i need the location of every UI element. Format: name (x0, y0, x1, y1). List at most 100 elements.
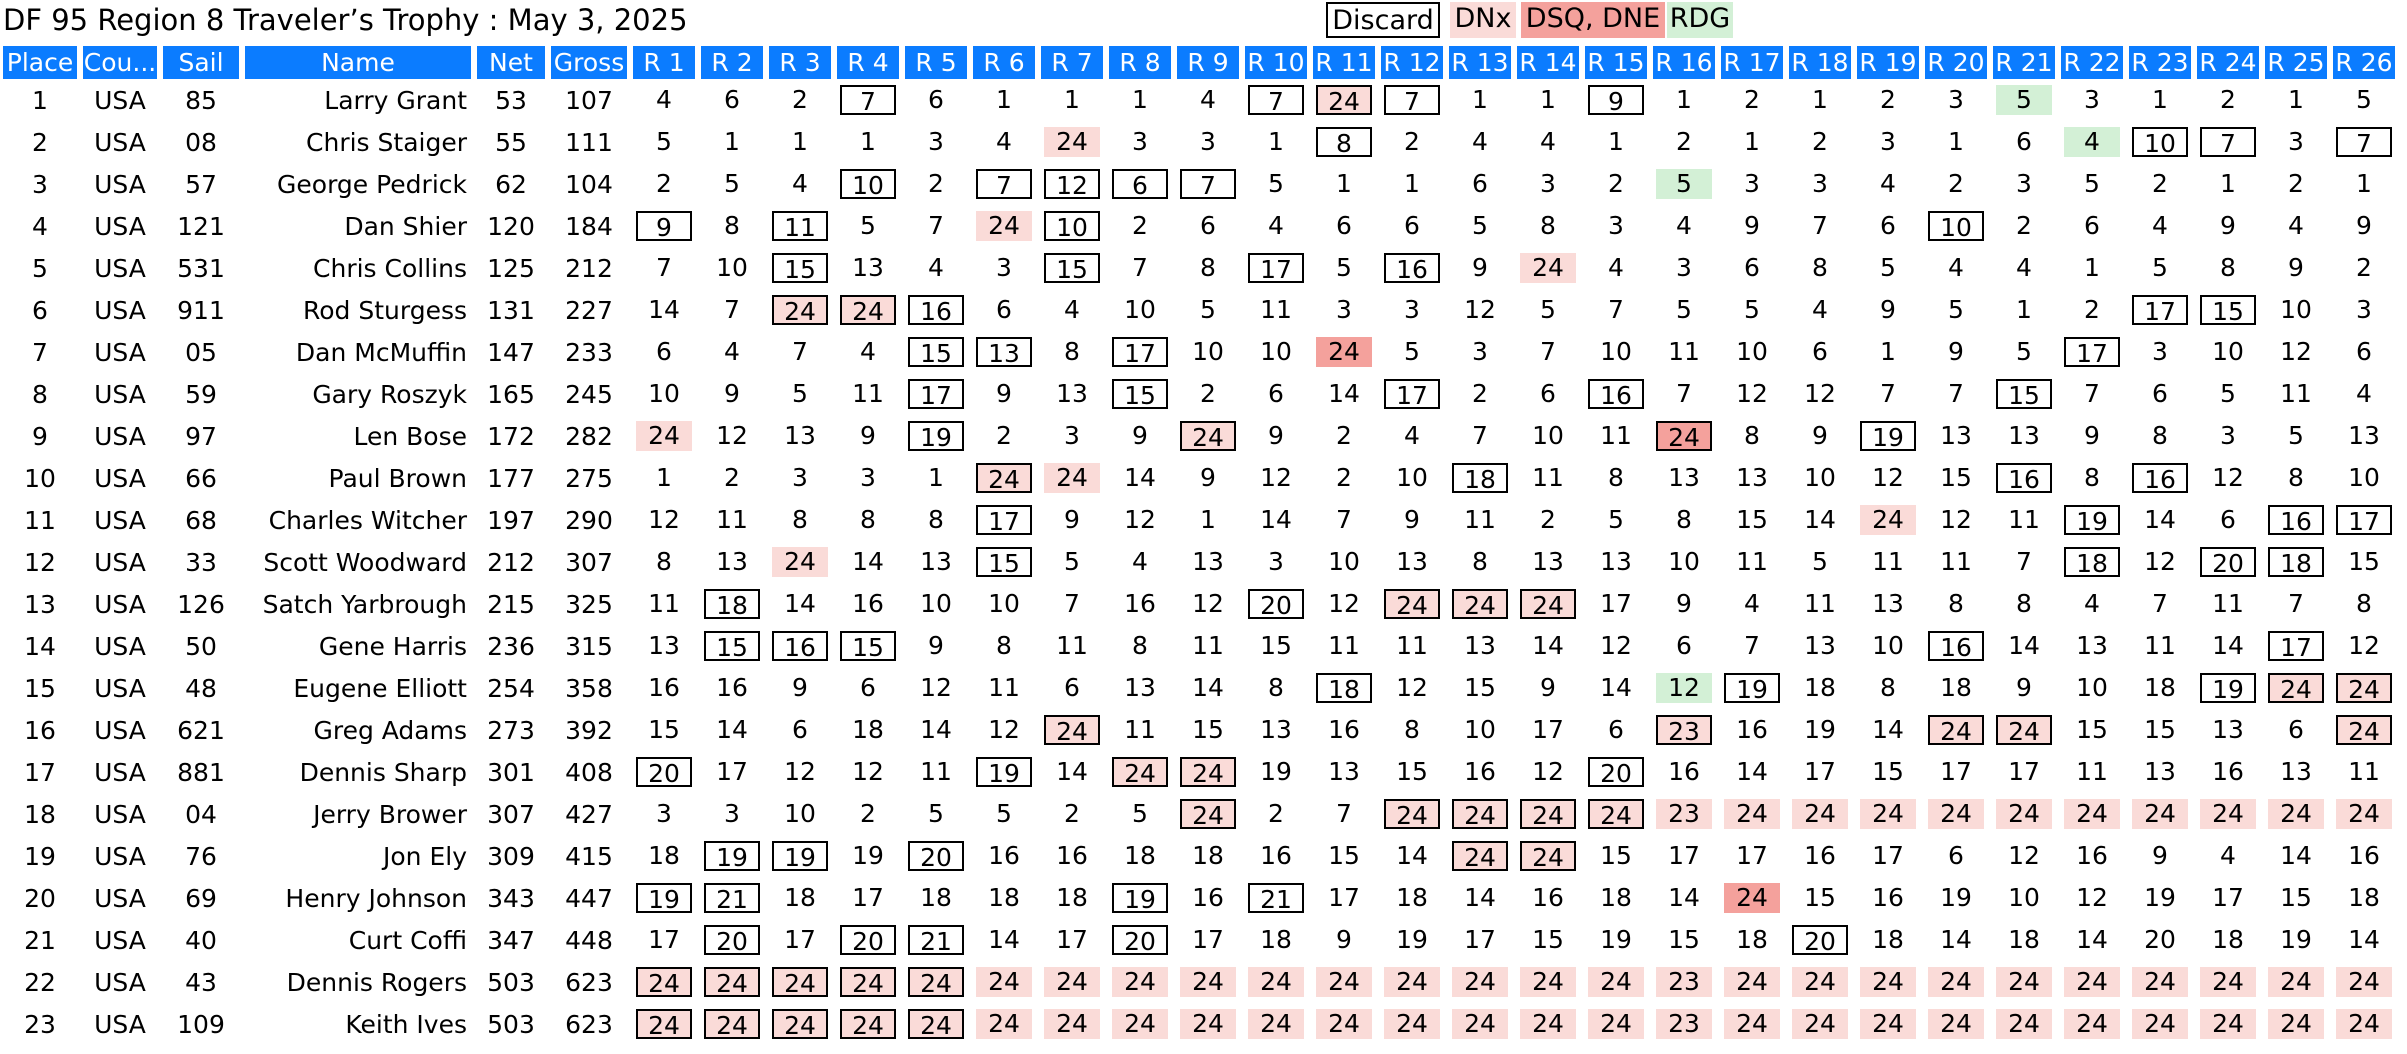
table-row[interactable]: 10 USA 66 Paul Brown 177 275 1 2 3 3 1 24 24 14 9 12 2 10… (3, 457, 2395, 499)
race-cell: 20 (2129, 919, 2191, 961)
table-row[interactable]: 19 USA 76 Jon Ely 309 415 18 19 19 19 20 16 16 18 18 16… (3, 835, 2395, 877)
sail-cell: 531 (177, 253, 225, 283)
column-header-r-6[interactable]: R 6 (973, 46, 1035, 79)
race-score: 16 (2212, 757, 2244, 786)
race-score: 24 (1180, 967, 1236, 997)
column-header-r-12[interactable]: R 12 (1381, 46, 1443, 79)
race-cell: 24 (1857, 499, 1919, 541)
column-header-r-16[interactable]: R 16 (1653, 46, 1715, 79)
race-score: 4 (996, 127, 1012, 156)
table-row[interactable]: 17 USA 881 Dennis Sharp 301 408 20 17 12 12 11 19 14… (3, 751, 2395, 793)
column-header-gross[interactable]: Gross (551, 46, 627, 79)
race-cell: 18 (2061, 541, 2123, 583)
race-cell: 16 (1313, 709, 1375, 751)
column-header-r-19[interactable]: R 19 (1857, 46, 1919, 79)
race-score: 2 (1744, 85, 1760, 114)
column-header-r-9[interactable]: R 9 (1177, 46, 1239, 79)
race-cell: 24 (1381, 961, 1443, 1003)
race-cell: 3 (701, 793, 763, 835)
column-header-name[interactable]: Name (245, 46, 471, 79)
column-header-r-5[interactable]: R 5 (905, 46, 967, 79)
table-row[interactable]: 12 USA 33 Scott Woodward 212 307 8 13 24 14 13 15 5 4… (3, 541, 2395, 583)
race-cell: 24 (973, 457, 1035, 499)
column-header-r-18[interactable]: R 18 (1789, 46, 1851, 79)
column-header-sail[interactable]: Sail (163, 46, 239, 79)
table-row[interactable]: 21 USA 40 Curt Coffi 347 448 17 20 17 20 21 14 17 20 1… (3, 919, 2395, 961)
table-row[interactable]: 18 USA 04 Jerry Brower 307 427 3 3 10 2 5 5 2 5 24 2 7 24… (3, 793, 2395, 835)
table-row[interactable]: 11 USA 68 Charles Witcher 197 290 12 11 8 8 8 17 9 12… (3, 499, 2395, 541)
race-score: 9 (1540, 673, 1556, 702)
race-score: 4 (2220, 841, 2236, 870)
table-row[interactable]: 22 USA 43 Dennis Rogers 503 623 24 24 24 24 24 24 24… (3, 961, 2395, 1003)
column-header-place[interactable]: Place (3, 46, 77, 79)
race-cell: 20 (1245, 583, 1307, 625)
table-row[interactable]: 20 USA 69 Henry Johnson 343 447 19 21 18 17 18 18 18… (3, 877, 2395, 919)
race-score: 9 (1676, 589, 1692, 618)
column-header-r-1[interactable]: R 1 (633, 46, 695, 79)
column-header-r-23[interactable]: R 23 (2129, 46, 2191, 79)
race-cell: 17 (837, 877, 899, 919)
race-score: 5 (1880, 253, 1896, 282)
race-score: 10 (840, 168, 896, 200)
gross-cell: 282 (565, 421, 613, 451)
column-header-r-17[interactable]: R 17 (1721, 46, 1783, 79)
race-cell: 9 (701, 373, 763, 415)
table-row[interactable]: 4 USA 121 Dan Shier 120 184 9 8 11 5 7 24 10 2 6 4 6 6 5 8 3… (3, 205, 2395, 247)
column-header-r-3[interactable]: R 3 (769, 46, 831, 79)
race-cell: 2 (1653, 121, 1715, 163)
race-cell: 4 (633, 79, 695, 121)
net-cell: 236 (487, 631, 535, 661)
column-header-r-13[interactable]: R 13 (1449, 46, 1511, 79)
race-score: 24 (1928, 799, 1984, 829)
table-row[interactable]: 15 USA 48 Eugene Elliott 254 358 16 16 9 6 12 11 6 13… (3, 667, 2395, 709)
column-header-r-10[interactable]: R 10 (1245, 46, 1307, 79)
table-row[interactable]: 7 USA 05 Dan McMuffin 147 233 6 4 7 4 15 13 8 17 10 10 2… (3, 331, 2395, 373)
race-cell: 24 (1449, 793, 1511, 835)
column-header-r-24[interactable]: R 24 (2197, 46, 2259, 79)
table-row[interactable]: 6 USA 911 Rod Sturgess 131 227 14 7 24 24 16 6 4 10 5 1… (3, 289, 2395, 331)
table-row[interactable]: 9 USA 97 Len Bose 172 282 24 12 13 9 19 2 3 9 24 9 2 4 7 10… (3, 415, 2395, 457)
race-cell: 24 (1789, 793, 1851, 835)
race-cell: 14 (1517, 625, 1579, 667)
column-header-r-21[interactable]: R 21 (1993, 46, 2055, 79)
table-row[interactable]: 16 USA 621 Greg Adams 273 392 15 14 6 18 14 12 24 11 1… (3, 709, 2395, 751)
race-cell: 16 (1925, 625, 1987, 667)
race-score: 12 (1464, 295, 1496, 324)
race-score: 23 (1656, 967, 1712, 997)
column-header-r-15[interactable]: R 15 (1585, 46, 1647, 79)
table-row[interactable]: 23 USA 109 Keith Ives 503 623 24 24 24 24 24 24 24 24… (3, 1003, 2395, 1045)
race-cell: 11 (1721, 541, 1783, 583)
column-header-r-26[interactable]: R 26 (2333, 46, 2395, 79)
table-row[interactable]: 5 USA 531 Chris Collins 125 212 7 10 15 13 4 3 15 7 8 1… (3, 247, 2395, 289)
race-score: 20 (1112, 924, 1168, 956)
column-header-net[interactable]: Net (477, 46, 545, 79)
race-cell: 15 (1109, 373, 1171, 415)
table-row[interactable]: 2 USA 08 Chris Staiger 55 111 5 1 1 1 3 4 24 3 3 1 8 2 4 4 1… (3, 121, 2395, 163)
column-header-cou[interactable]: Cou... (83, 46, 157, 79)
race-score: 4 (2288, 211, 2304, 240)
column-header-r-14[interactable]: R 14 (1517, 46, 1579, 79)
race-cell: 14 (1721, 751, 1783, 793)
race-cell: 2 (2129, 163, 2191, 205)
race-cell: 11 (1993, 499, 2055, 541)
race-cell: 12 (1245, 457, 1307, 499)
table-row[interactable]: 14 USA 50 Gene Harris 236 315 13 15 16 15 9 8 11 8 11 1… (3, 625, 2395, 667)
column-header-r-20[interactable]: R 20 (1925, 46, 1987, 79)
column-header-r-8[interactable]: R 8 (1109, 46, 1171, 79)
race-cell: 12 (1653, 667, 1715, 709)
column-header-r-2[interactable]: R 2 (701, 46, 763, 79)
column-header-r-7[interactable]: R 7 (1041, 46, 1103, 79)
column-header-r-4[interactable]: R 4 (837, 46, 899, 79)
race-score: 13 (1328, 757, 1360, 786)
race-score: 11 (1192, 631, 1224, 660)
table-row[interactable]: 3 USA 57 George Pedrick 62 104 2 5 4 10 2 7 12 6 7 5 1 1 6… (3, 163, 2395, 205)
race-score: 11 (2076, 757, 2108, 786)
table-row[interactable]: 13 USA 126 Satch Yarbrough 215 325 11 18 14 16 10 1… (3, 583, 2395, 625)
column-header-r-22[interactable]: R 22 (2061, 46, 2123, 79)
table-row[interactable]: 8 USA 59 Gary Roszyk 165 245 10 9 5 11 17 9 13 15 2 6 14… (3, 373, 2395, 415)
column-header-r-11[interactable]: R 11 (1313, 46, 1375, 79)
header-bar: DF 95 Region 8 Traveler’s Trophy : May 3… (0, 0, 2407, 40)
race-cell: 4 (2061, 121, 2123, 163)
column-header-r-25[interactable]: R 25 (2265, 46, 2327, 79)
table-row[interactable]: 1 USA 85 Larry Grant 53 107 4 6 2 7 6 1 1 1 4 7 24 7 1 1 9 1 2… (3, 79, 2395, 121)
